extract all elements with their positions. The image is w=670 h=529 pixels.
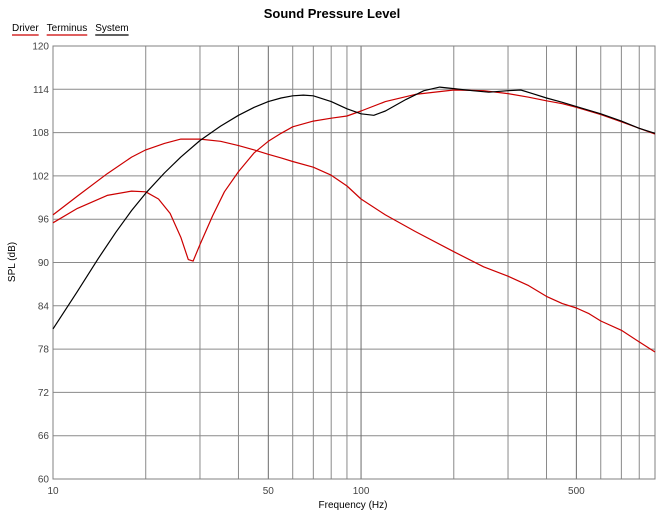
plot-frame [52,45,656,480]
legend: Driver Terminus System [12,23,129,36]
grid [53,46,655,479]
y-tick-label: 84 [38,301,50,312]
x-tick-label: 500 [568,486,585,497]
series-line-system [52,86,656,330]
y-tick-label: 120 [32,42,49,53]
x-axis-label: Frequency (Hz) [319,500,388,511]
y-tick-label: 90 [38,258,50,269]
legend-item-system: System [95,23,128,34]
y-tick-label: 66 [38,431,50,442]
y-axis-label: SPL (dB) [7,242,18,282]
x-tick-label: 50 [263,486,275,497]
series-layer [52,86,656,353]
y-tick-label: 78 [38,345,50,356]
legend-item-terminus: Terminus [47,23,88,34]
y-tick-label: 96 [38,215,50,226]
x-tick-label: 10 [47,486,59,497]
x-tick-label: 100 [353,486,370,497]
y-tick-label: 72 [38,388,50,399]
x-axis-ticks: 10 50 100 500 [47,486,585,497]
y-tick-label: 114 [33,85,49,96]
y-tick-label: 102 [32,171,49,182]
series-line-terminus [52,138,656,353]
y-axis-ticks: 60 66 72 78 84 90 96 102 108 114 120 [32,42,49,486]
series-line-driver [52,89,656,262]
y-tick-label: 108 [32,128,49,139]
y-tick-label: 60 [38,475,50,486]
chart-title: Sound Pressure Level [264,6,401,21]
legend-item-driver: Driver [12,23,39,34]
